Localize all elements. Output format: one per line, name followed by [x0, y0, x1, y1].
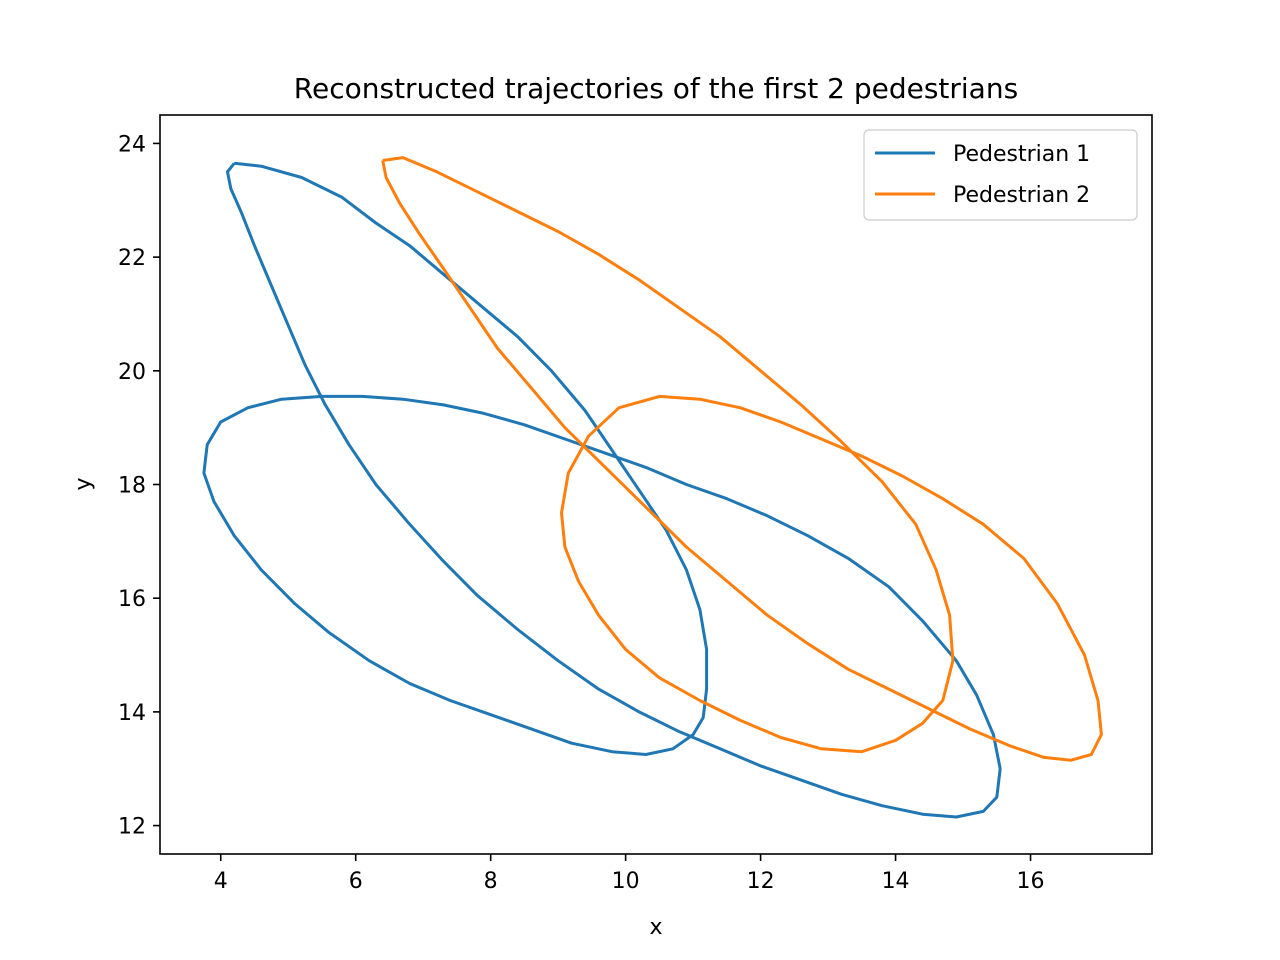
y-tick-label: 18	[118, 474, 146, 499]
y-tick-label: 16	[118, 587, 146, 612]
x-axis-ticks: 4 6 8 10 12 14 16	[214, 854, 1045, 894]
x-axis-label: x	[649, 915, 662, 940]
x-tick-label: 4	[214, 869, 228, 894]
legend-label-pedestrian-2: Pedestrian 2	[953, 183, 1090, 208]
y-tick-label: 20	[118, 360, 146, 385]
x-tick-label: 14	[882, 869, 910, 894]
x-tick-label: 16	[1017, 869, 1045, 894]
chart-title: Reconstructed trajectories of the first …	[294, 72, 1018, 105]
series-layer	[202, 156, 1103, 819]
y-tick-label: 24	[118, 132, 146, 157]
x-tick-label: 8	[484, 869, 498, 894]
y-tick-label: 22	[118, 246, 146, 271]
y-tick-label: 12	[118, 815, 146, 840]
series-line-pedestrian-2	[381, 156, 1103, 762]
series-line-pedestrian-1	[202, 161, 1002, 819]
y-axis-label: y	[71, 477, 96, 490]
x-tick-label: 10	[612, 869, 640, 894]
legend: Pedestrian 1 Pedestrian 2	[863, 129, 1138, 221]
y-axis-ticks: 12 14 16 18 20 22 24	[118, 132, 160, 840]
x-tick-label: 6	[349, 869, 363, 894]
y-tick-label: 14	[118, 701, 146, 726]
x-tick-label: 12	[747, 869, 775, 894]
legend-label-pedestrian-1: Pedestrian 1	[953, 142, 1090, 167]
